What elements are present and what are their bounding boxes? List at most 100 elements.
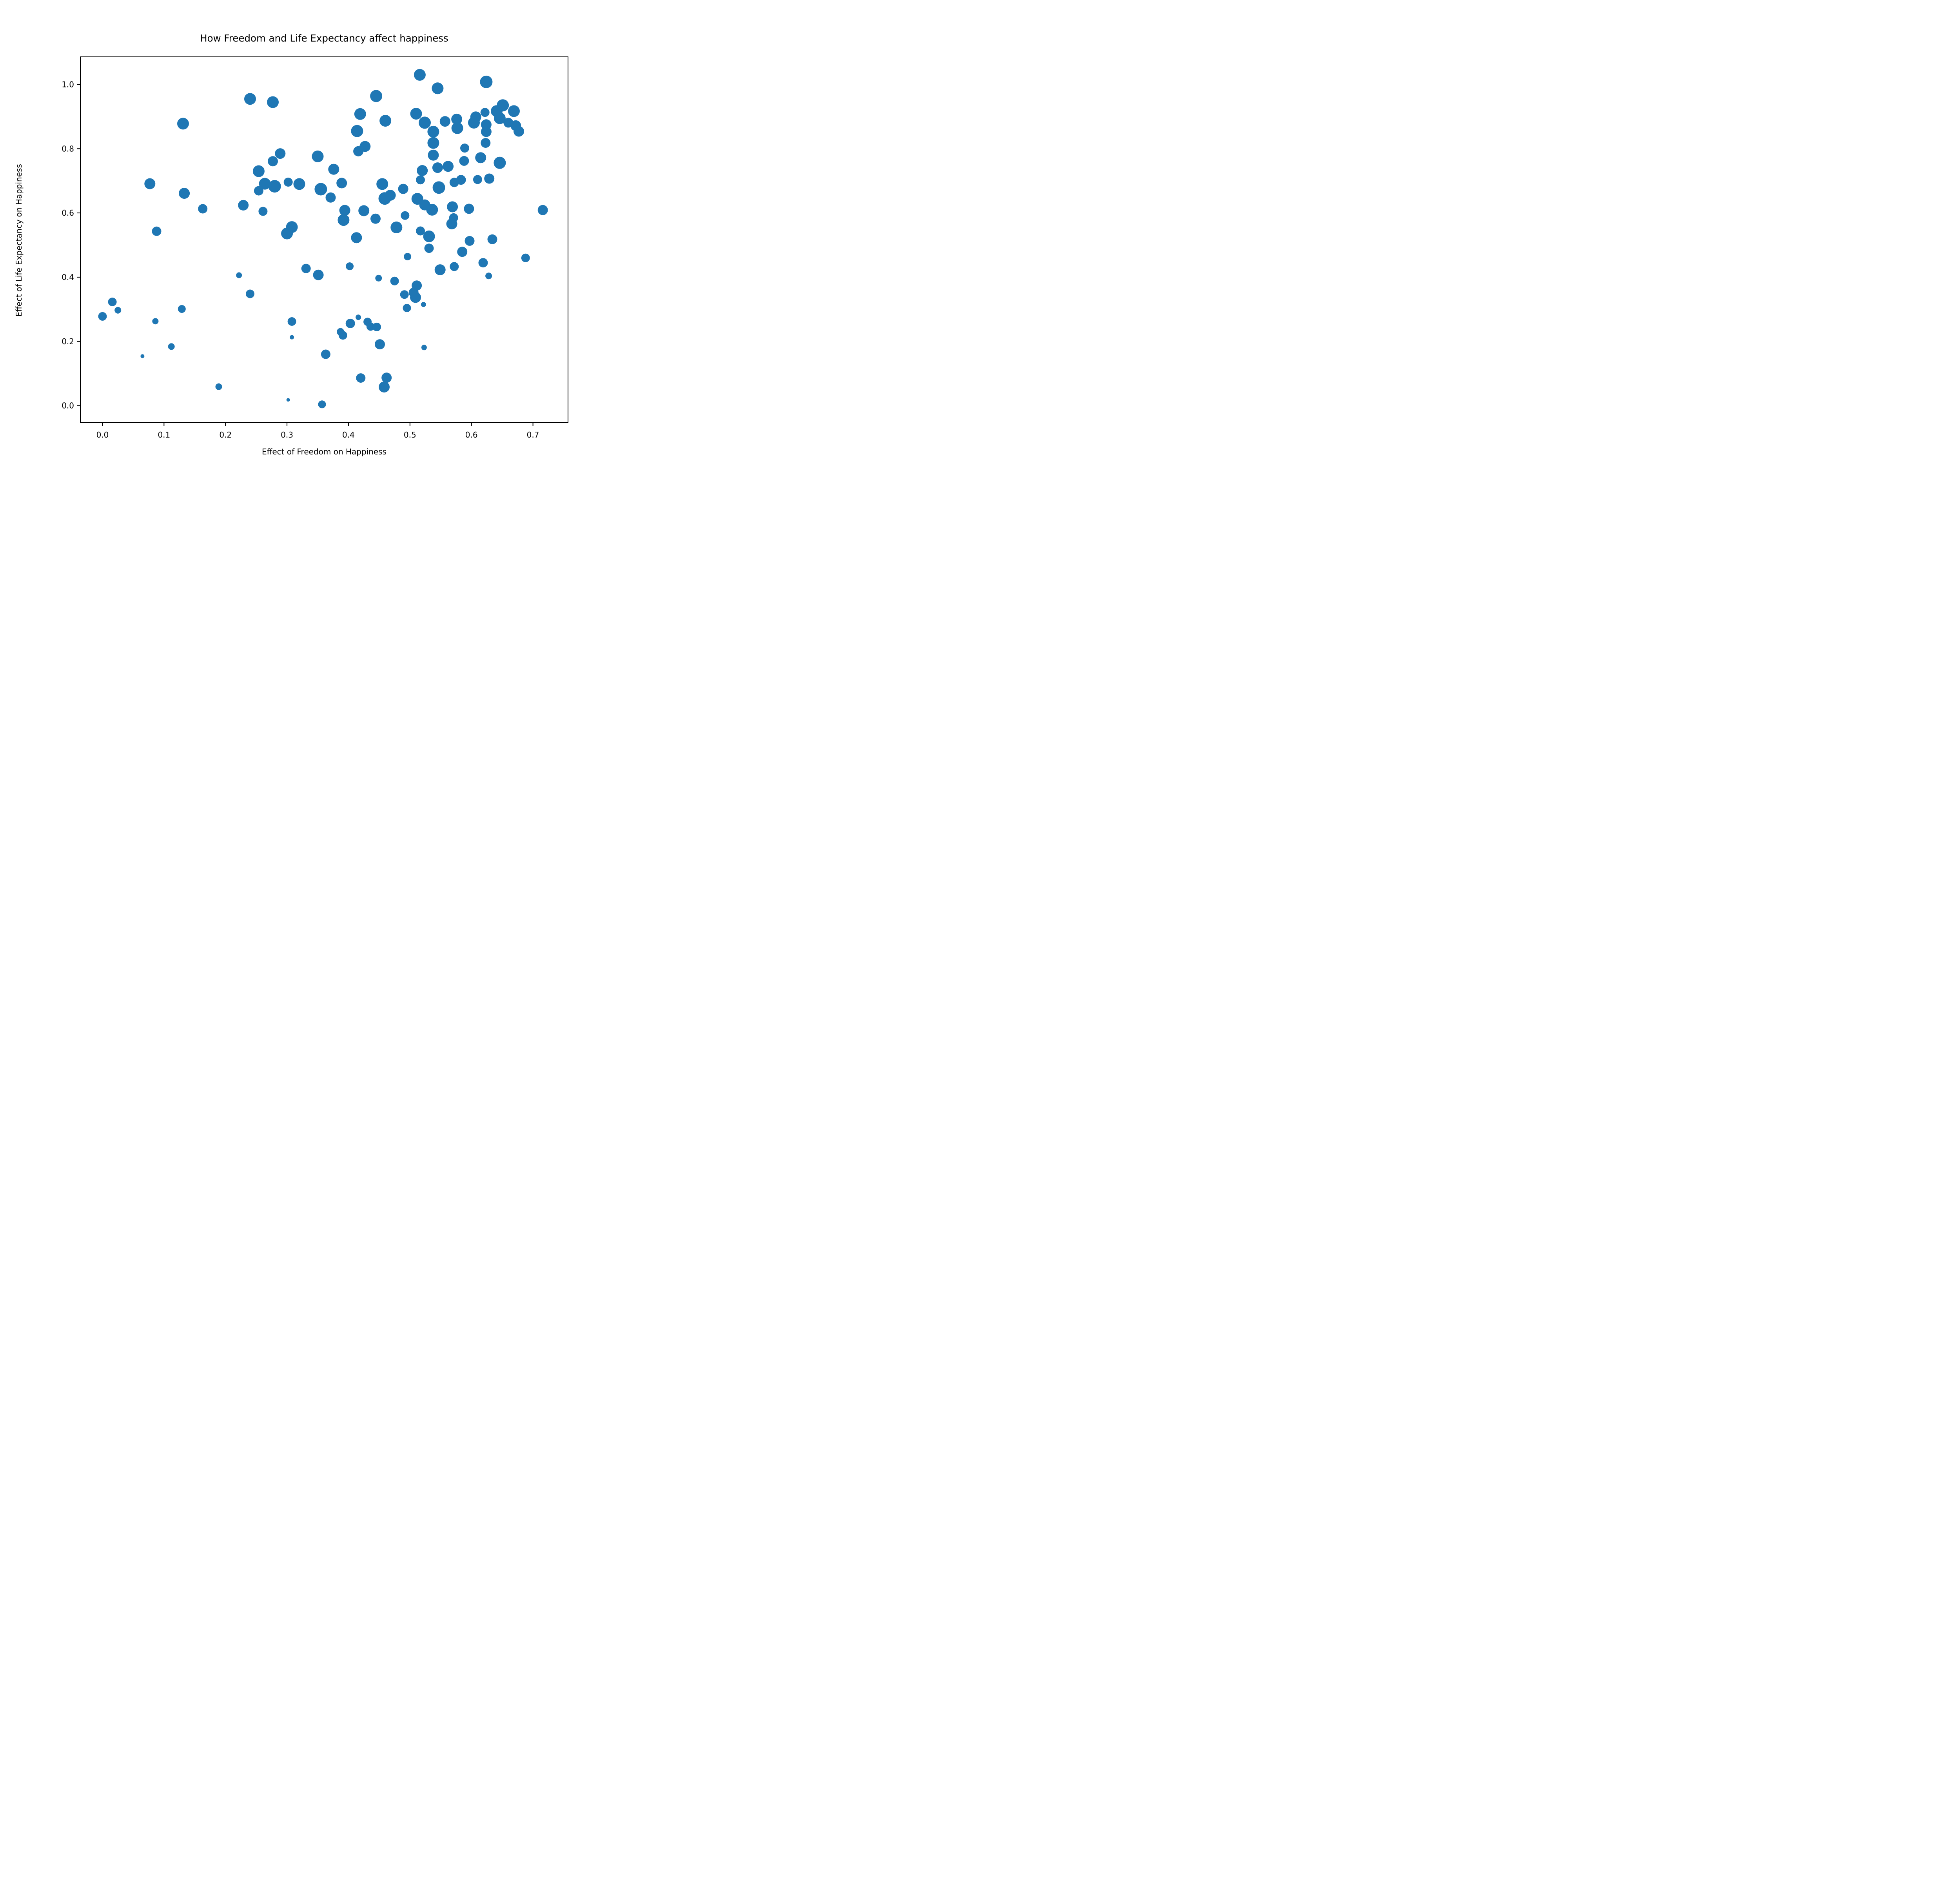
scatter-point xyxy=(346,262,354,271)
scatter-point xyxy=(508,105,520,117)
scatter-point xyxy=(414,69,426,81)
scatter-point xyxy=(354,108,366,120)
scatter-point xyxy=(168,343,175,350)
scatter-point xyxy=(410,292,421,303)
scatter-point xyxy=(400,290,409,299)
scatter-point xyxy=(198,204,208,214)
y-tick-label: 0.8 xyxy=(62,144,74,153)
x-tick-label: 0.4 xyxy=(342,430,355,440)
scatter-point xyxy=(336,178,347,189)
scatter-point xyxy=(381,372,392,383)
scatter-point xyxy=(464,203,474,214)
scatter-point xyxy=(480,108,490,117)
scatter-point xyxy=(370,213,381,224)
scatter-point xyxy=(215,383,222,390)
x-tick-label: 0.5 xyxy=(404,430,416,440)
scatter-point xyxy=(432,82,444,94)
scatter-point xyxy=(416,226,425,236)
scatter-point xyxy=(375,274,382,282)
scatter-point xyxy=(427,125,439,138)
scatter-point xyxy=(246,289,254,298)
scatter-point xyxy=(152,318,159,325)
scatter-point xyxy=(457,247,468,257)
x-tick-label: 0.0 xyxy=(96,430,109,440)
scatter-point xyxy=(481,126,492,137)
plot-canvas: 0.0 0.1 0.2 0.3 0.4 0.5 0.6 0.7 0.0 0.2 0.4 0.6 0.8 1… xyxy=(62,56,568,440)
scatter-point xyxy=(481,138,491,148)
scatter-point xyxy=(366,322,375,331)
scatter-point xyxy=(434,264,446,276)
scatter-point xyxy=(428,149,439,161)
scatter-point xyxy=(313,269,324,280)
scatter-point xyxy=(287,317,296,326)
scatter-point xyxy=(321,349,330,359)
scatter-point xyxy=(379,115,392,127)
scatter-point xyxy=(177,118,189,130)
y-tick-label: 1.0 xyxy=(62,80,74,89)
scatter-point xyxy=(370,90,383,102)
scatter-point xyxy=(152,226,162,236)
scatter-point xyxy=(268,180,281,193)
scatter-point xyxy=(432,162,443,173)
scatter-point xyxy=(283,178,293,187)
scatter-point xyxy=(259,178,271,190)
scatter-point xyxy=(465,236,475,246)
scatter-point xyxy=(178,305,186,313)
scatter-point xyxy=(144,178,156,189)
scatter-point xyxy=(358,205,370,216)
x-tick-label: 0.2 xyxy=(219,430,232,440)
scatter-point xyxy=(236,272,242,278)
scatter-point xyxy=(268,156,278,167)
scatter-point xyxy=(423,230,435,242)
y-tick-label: 0.2 xyxy=(62,337,74,346)
scatter-point xyxy=(179,188,190,199)
scatter-point xyxy=(281,227,293,240)
scatter-point xyxy=(356,373,366,383)
scatter-point xyxy=(401,211,410,220)
scatter-point xyxy=(443,161,454,172)
x-tick-label: 0.1 xyxy=(158,430,170,440)
chart-title: How Freedom and Life Expectancy affect h… xyxy=(200,33,448,44)
x-axis-label: Effect of Freedom on Happiness xyxy=(261,447,387,456)
scatter-point xyxy=(417,165,428,176)
scatter-point xyxy=(475,152,486,163)
scatter-point xyxy=(379,381,390,393)
y-tick-label: 0.6 xyxy=(62,208,74,218)
scatter-point xyxy=(484,173,495,184)
scatter-point xyxy=(252,165,265,177)
scatter-point xyxy=(468,116,480,129)
scatter-point xyxy=(478,258,488,268)
scatter-point xyxy=(521,253,530,262)
scatter-point xyxy=(460,144,469,153)
scatter-point xyxy=(450,262,459,271)
scatter-point xyxy=(404,253,412,260)
scatter-point xyxy=(301,263,311,273)
scatter-point xyxy=(427,137,439,149)
scatter-point xyxy=(485,272,492,280)
scatter-point xyxy=(339,205,350,216)
scatter-point xyxy=(439,116,450,127)
scatter-point xyxy=(514,126,524,137)
scatter-point xyxy=(451,113,463,125)
x-tick-label: 0.7 xyxy=(527,430,539,440)
scatter-point xyxy=(353,146,364,156)
scatter-point xyxy=(494,156,506,169)
scatter-point xyxy=(487,234,497,244)
scatter-point xyxy=(447,201,458,213)
scatter-point xyxy=(140,354,145,358)
scatter-point xyxy=(398,183,408,194)
scatter-point xyxy=(238,200,249,211)
scatter-point xyxy=(328,163,339,175)
scatter-point xyxy=(108,298,117,306)
scatter-point xyxy=(432,181,445,194)
scatter-point xyxy=(375,339,385,350)
scatter-plot-figure: How Freedom and Life Expectancy affect h… xyxy=(0,0,627,470)
scatter-point xyxy=(338,214,350,226)
scatter-point xyxy=(345,318,355,328)
scatter-point xyxy=(421,302,426,307)
scatter-point xyxy=(98,312,107,321)
scatter-point xyxy=(312,150,324,162)
scatter-point xyxy=(403,304,411,312)
scatter-point xyxy=(410,108,422,120)
scatter-point xyxy=(451,122,463,134)
